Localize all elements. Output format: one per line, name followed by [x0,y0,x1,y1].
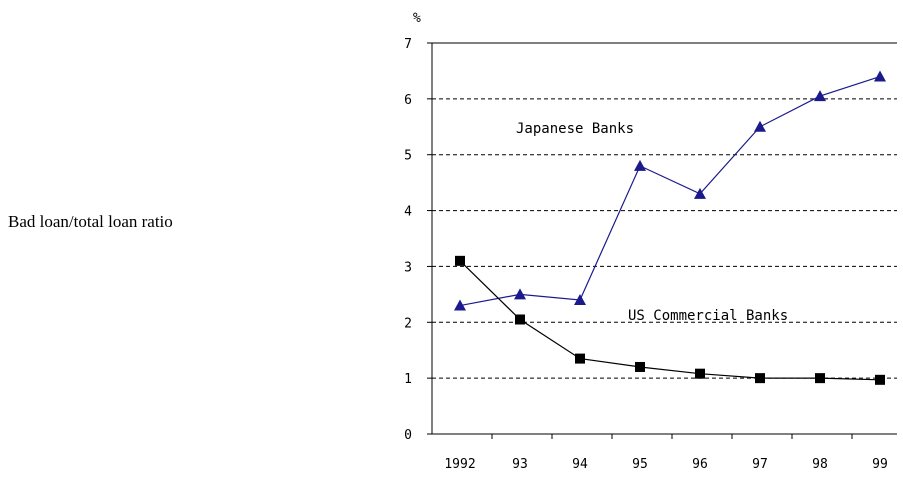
x-tick-label: 97 [752,457,768,472]
data-point-square [635,361,645,372]
series-annotations: Japanese Banks US Commercial Banks [516,121,788,324]
y-tick-label: 7 [404,37,412,52]
data-point-triangle [694,187,706,199]
data-point-triangle [754,120,766,132]
x-tick-label: 98 [812,457,828,472]
x-tick-label: 99 [872,457,888,472]
data-point-square [755,373,765,384]
data-point-square [875,374,885,385]
data-point-triangle [814,90,826,102]
series-layer [454,70,886,385]
data-point-square [515,314,525,325]
axes [427,42,897,439]
data-point-triangle [514,288,526,300]
annotation-us-commercial-banks: US Commercial Banks [628,308,788,324]
x-tick-label: 96 [692,457,708,472]
x-tick-label: 1992 [444,457,475,472]
annotation-japanese-banks: Japanese Banks [516,121,634,137]
data-point-square [455,255,465,266]
data-point-triangle [634,159,646,171]
data-point-triangle [454,299,466,311]
data-point-triangle [574,293,586,305]
y-tick-label: 0 [404,428,412,443]
series-line-1 [459,75,881,307]
x-tick-label: 95 [632,457,648,472]
y-tick-label: 6 [404,93,412,108]
chart-side-label: Bad loan/total loan ratio [8,212,173,231]
tick-labels: 0 1 2 3 4 5 6 7% 1992 93 94 95 96 97 98 99 [404,11,888,472]
y-tick-label: 2 [404,316,412,331]
data-point-square [815,373,825,384]
y-tick-label: 1 [404,372,412,387]
data-point-triangle [874,70,886,82]
x-tick-label: 94 [572,457,588,472]
data-point-square [695,368,705,379]
x-tick-label: 93 [512,457,528,472]
data-point-square [575,353,585,364]
y-tick-label: 5 [404,149,412,164]
y-tick-label: 4 [404,205,412,220]
y-unit-label: % [413,11,421,26]
series-line-2 [459,260,881,381]
y-tick-label: 3 [404,260,412,275]
